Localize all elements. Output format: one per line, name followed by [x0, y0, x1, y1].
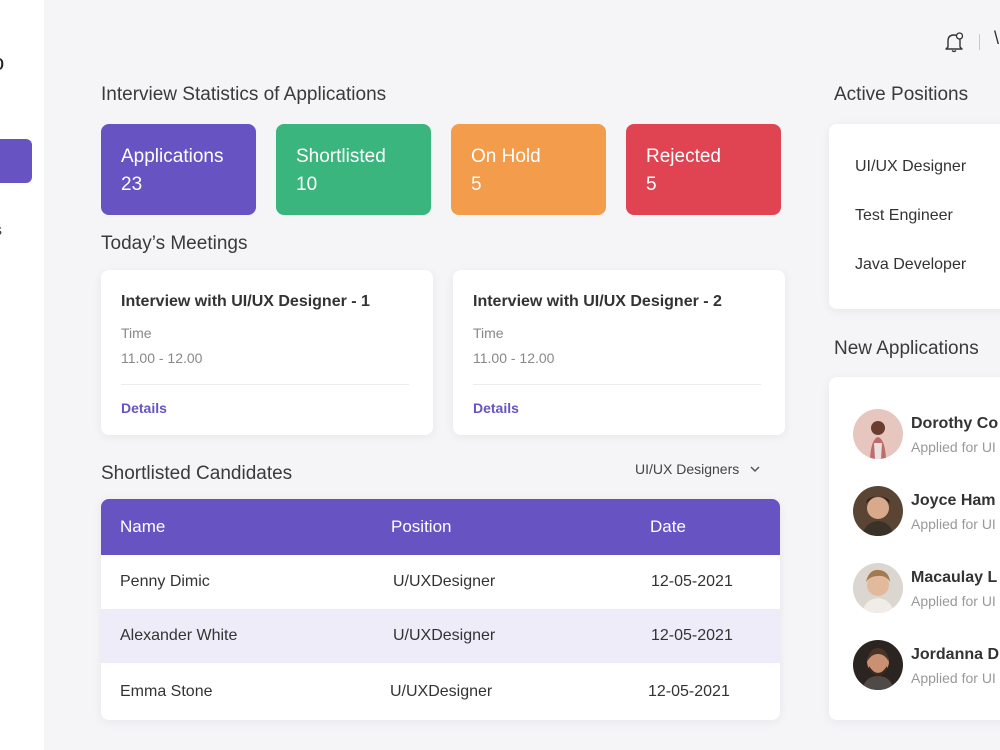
table-row[interactable]: Penny Dimic U/UXDesigner 12-05-2021: [101, 555, 780, 609]
user-menu[interactable]: \: [994, 28, 1000, 48]
table-row[interactable]: Alexander White U/UXDesigner 12-05-2021: [101, 609, 780, 663]
applicant-name: Dorothy Co: [911, 415, 999, 432]
avatar: [853, 563, 903, 613]
meeting-title: Interview with UI/UX Designer - 1: [121, 293, 370, 310]
position-item[interactable]: UI/UX Designer: [855, 158, 967, 175]
application-item[interactable]: Joyce Ham Applied for UI: [853, 486, 1000, 536]
stat-label: Shortlisted: [296, 146, 386, 167]
meeting-time: 11.00 - 12.00: [473, 350, 555, 366]
sidebar-logo: o: [0, 50, 4, 76]
meeting-time: 11.00 - 12.00: [121, 350, 203, 366]
candidate-date: 12-05-2021: [648, 682, 730, 700]
applicant-name: Macaulay L: [911, 569, 998, 586]
applicant-name: Jordanna D: [911, 646, 1000, 663]
applicant-subtitle: Applied for UI: [911, 516, 996, 532]
candidate-position: U/UXDesigner: [390, 682, 493, 700]
candidates-table: Name Position Date Penny Dimic U/UXDesig…: [101, 499, 780, 720]
candidate-position: U/UXDesigner: [393, 627, 496, 644]
stats-title: Interview Statistics of Applications: [101, 84, 387, 105]
position-item[interactable]: Java Developer: [855, 256, 967, 273]
table-header: Name Position Date: [101, 499, 780, 555]
column-header-position[interactable]: Position: [391, 517, 452, 536]
position-filter-dropdown[interactable]: UI/UX Designers: [635, 461, 761, 477]
chevron-down-icon: [750, 466, 760, 473]
column-header-name[interactable]: Name: [120, 517, 166, 536]
divider: [473, 384, 761, 385]
candidate-name: Emma Stone: [120, 682, 213, 700]
divider: [121, 384, 409, 385]
application-item[interactable]: Dorothy Co Applied for UI: [853, 409, 1000, 459]
meeting-time-label: Time: [121, 325, 152, 341]
meeting-time-label: Time: [473, 325, 504, 341]
applicant-name: Joyce Ham: [911, 492, 996, 509]
stat-label: On Hold: [471, 146, 541, 167]
meeting-card: Interview with UI/UX Designer - 2 Time 1…: [453, 270, 785, 435]
meetings-title: Today’s Meetings: [101, 233, 248, 254]
stat-value: 23: [121, 174, 143, 195]
application-item[interactable]: Jordanna D Applied for UI: [853, 640, 1000, 690]
meeting-card: Interview with UI/UX Designer - 1 Time 1…: [101, 270, 433, 435]
sidebar-item-label[interactable]: s: [0, 222, 2, 240]
position-item[interactable]: Test Engineer: [855, 207, 953, 224]
column-header-date[interactable]: Date: [650, 517, 686, 536]
avatar: [853, 640, 903, 690]
positions-title: Active Positions: [834, 84, 969, 105]
bell-icon[interactable]: [943, 31, 965, 53]
candidate-date: 12-05-2021: [651, 627, 733, 644]
candidate-date: 12-05-2021: [651, 573, 733, 590]
stat-label: Applications: [121, 146, 224, 167]
stat-card-on-hold[interactable]: On Hold 5: [451, 124, 606, 215]
sidebar: o s: [0, 0, 44, 750]
sidebar-item-active[interactable]: [0, 139, 32, 183]
stat-card-rejected[interactable]: Rejected 5: [626, 124, 781, 215]
table-row[interactable]: Emma Stone U/UXDesigner 12-05-2021: [101, 663, 780, 720]
positions-card: UI/UX Designer Test Engineer Java Develo…: [829, 124, 1000, 309]
avatar: [853, 486, 903, 536]
stat-value: 5: [646, 174, 657, 195]
candidates-title: Shortlisted Candidates: [101, 463, 293, 484]
applications-card: Dorothy Co Applied for UI Joyce Ham Appl…: [829, 377, 1000, 720]
avatar: [853, 409, 903, 459]
applicant-subtitle: Applied for UI: [911, 439, 996, 455]
candidate-name: Alexander White: [120, 627, 238, 644]
applications-title: New Applications: [834, 338, 979, 359]
applicant-subtitle: Applied for UI: [911, 593, 996, 609]
topbar-divider: [979, 34, 980, 50]
stat-card-shortlisted[interactable]: Shortlisted 10: [276, 124, 431, 215]
candidate-name: Penny Dimic: [120, 573, 210, 590]
meeting-title: Interview with UI/UX Designer - 2: [473, 293, 722, 310]
application-item[interactable]: Macaulay L Applied for UI: [853, 563, 1000, 613]
stat-card-applications[interactable]: Applications 23: [101, 124, 256, 215]
stat-label: Rejected: [646, 146, 721, 167]
meeting-details-link[interactable]: Details: [121, 400, 167, 416]
applicant-subtitle: Applied for UI: [911, 670, 996, 686]
stat-value: 10: [296, 174, 318, 195]
candidate-position: U/UXDesigner: [393, 573, 496, 590]
meeting-details-link[interactable]: Details: [473, 400, 519, 416]
filter-label: UI/UX Designers: [635, 461, 740, 477]
stat-value: 5: [471, 174, 482, 195]
